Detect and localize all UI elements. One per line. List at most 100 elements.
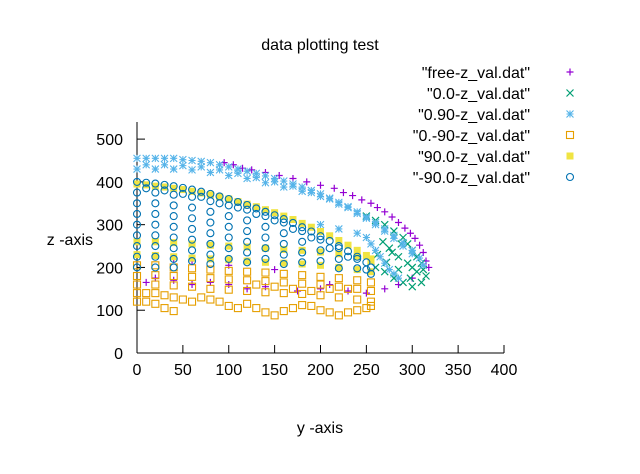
data-point [206, 255, 214, 263]
data-point [243, 248, 252, 257]
data-point [151, 231, 160, 240]
data-point [334, 244, 343, 253]
y-tick-label: 200 [96, 260, 123, 277]
data-point [425, 263, 433, 271]
data-point [197, 192, 206, 201]
data-point [316, 291, 325, 300]
data-point [243, 257, 251, 265]
data-point [233, 304, 242, 313]
data-point [279, 289, 288, 298]
data-point [307, 188, 316, 197]
data-point [280, 245, 288, 253]
chart-title: data plotting test [261, 37, 379, 54]
data-point [366, 297, 376, 306]
data-point [243, 174, 251, 183]
y-tick-label: 400 [96, 175, 123, 192]
data-point [335, 263, 343, 271]
data-point [133, 180, 141, 188]
data-point [298, 237, 307, 246]
data-point [307, 223, 315, 231]
data-point [215, 199, 224, 208]
data-point [298, 271, 307, 280]
data-point [243, 237, 252, 246]
legend-label: "0.-90-z_val.dat" [413, 128, 530, 145]
data-point [353, 284, 362, 293]
data-point [188, 203, 197, 212]
data-point [394, 219, 402, 227]
data-point [279, 259, 288, 269]
data-point [307, 233, 316, 242]
data-point [261, 233, 270, 242]
data-point [279, 215, 288, 224]
legend: "free-z_val.dat" "0.0-z_val.dat" "0.90-z_v… [413, 65, 575, 187]
data-point [188, 224, 197, 233]
data-point [343, 247, 353, 256]
data-point [169, 201, 178, 210]
data-point [224, 244, 233, 253]
data-point [252, 169, 261, 178]
data-point [422, 272, 430, 280]
series-2 [133, 154, 428, 283]
data-point [416, 241, 424, 249]
data-point [371, 246, 380, 255]
data-point [188, 246, 197, 255]
data-point [224, 275, 233, 284]
data-point [261, 268, 270, 277]
data-point [408, 249, 417, 258]
data-point [279, 269, 288, 278]
data-point [261, 308, 270, 317]
data-point [197, 293, 206, 302]
data-point [151, 252, 160, 261]
data-point [388, 213, 396, 221]
x-tick-label: 350 [445, 362, 472, 379]
data-point [344, 287, 352, 295]
data-point [169, 154, 178, 163]
data-point [334, 242, 343, 251]
data-point [408, 282, 417, 291]
data-point [206, 265, 215, 274]
data-point [224, 285, 233, 294]
data-point [170, 276, 178, 284]
data-point [234, 198, 242, 206]
data-point [132, 289, 142, 298]
data-point [349, 192, 357, 200]
data-point [366, 269, 376, 278]
data-point [142, 297, 151, 306]
data-point [362, 304, 371, 313]
y-tick-label: 500 [96, 132, 123, 149]
data-point [188, 264, 197, 273]
data-point [206, 241, 214, 249]
data-point [353, 209, 362, 218]
data-point [206, 207, 215, 216]
data-point [367, 268, 375, 276]
data-point [224, 194, 233, 204]
data-point [169, 263, 178, 272]
data-point [252, 204, 261, 213]
data-point [316, 246, 325, 255]
data-point [151, 271, 160, 280]
data-point [334, 264, 343, 273]
data-point [358, 196, 366, 204]
data-point [197, 187, 206, 196]
data-point [339, 189, 347, 197]
data-point [411, 234, 419, 242]
data-point [385, 244, 394, 253]
data-point [243, 267, 252, 276]
data-point [381, 285, 389, 293]
legend-label: "0.0-z_val.dat" [427, 86, 530, 103]
legend-marker [566, 110, 574, 118]
data-point [160, 154, 169, 163]
data-point [317, 228, 324, 236]
data-point [132, 231, 142, 240]
series-5 [132, 177, 376, 278]
data-point [206, 295, 215, 304]
data-point [188, 156, 196, 165]
y-axis-label: z -axis [47, 232, 93, 249]
data-point [353, 306, 362, 315]
x-tick-label: 50 [174, 362, 192, 379]
data-point [380, 259, 389, 268]
data-point [133, 251, 141, 259]
data-point [317, 285, 324, 293]
data-point [366, 301, 376, 310]
data-point [399, 242, 407, 250]
